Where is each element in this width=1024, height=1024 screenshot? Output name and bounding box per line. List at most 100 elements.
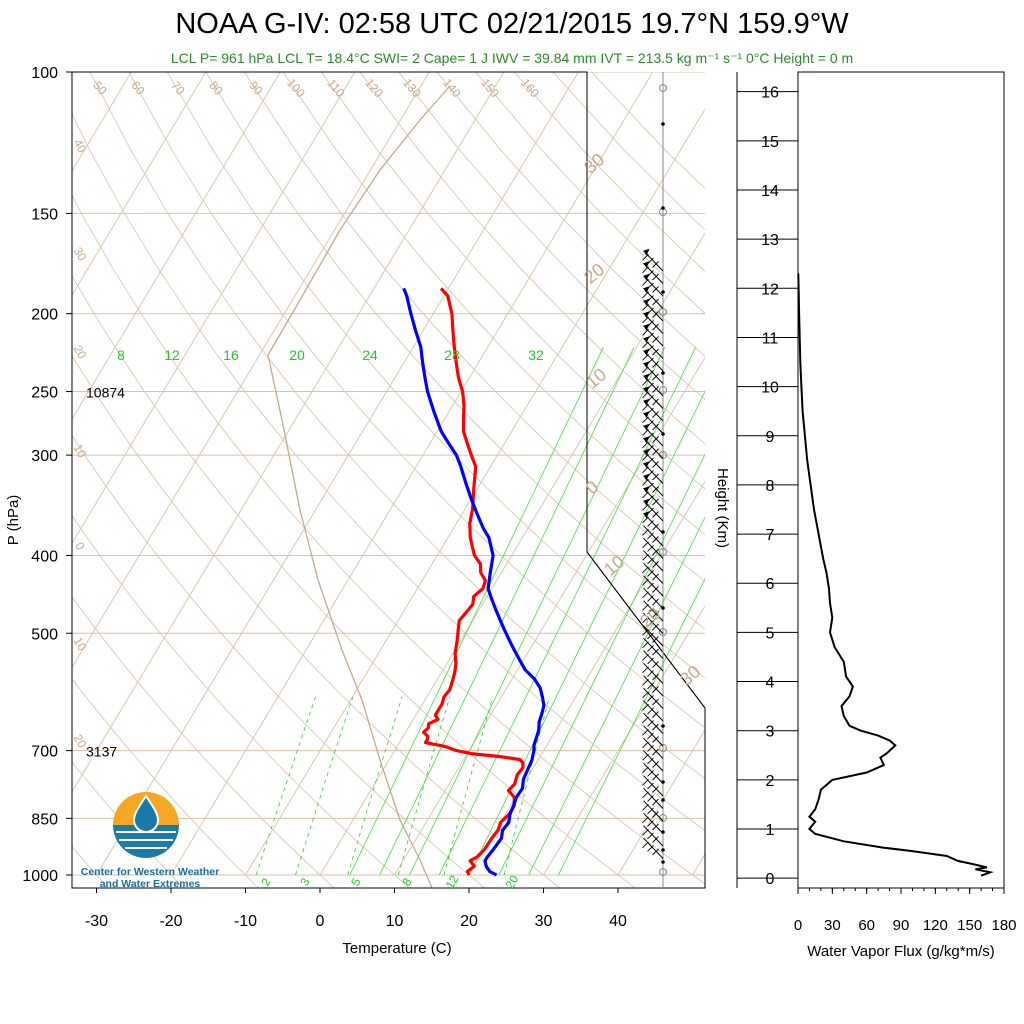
wind-barb-feather — [652, 698, 659, 706]
isotherm-label-right: 30 — [676, 661, 704, 689]
wind-barb-flag — [643, 373, 650, 381]
wind-barb-feather — [642, 353, 649, 361]
wind-barb — [642, 625, 664, 647]
wind-barb-feather — [652, 273, 659, 281]
adiabat-label-left: 10 — [71, 442, 90, 461]
wind-barb-feather — [642, 641, 649, 649]
wind-barb-feather — [652, 573, 659, 581]
wind-barb-feather — [642, 678, 649, 686]
wind-barb-feather — [652, 448, 659, 456]
moist-adiabat — [408, 346, 666, 876]
wind-barb-flag — [643, 286, 650, 294]
isotherm-line — [72, 72, 281, 421]
wind-barb-feather — [652, 723, 659, 731]
dry-adiabat — [475, 72, 705, 314]
wind-barb — [642, 248, 664, 272]
dry-adiabat — [72, 515, 410, 888]
isotherm-label-right: 0 — [582, 477, 603, 499]
flux-x-tick-label: 90 — [893, 917, 910, 934]
wind-barb — [642, 837, 664, 859]
wind-barb-feather — [642, 816, 649, 824]
wind-barb — [642, 411, 664, 434]
y-tick-label: 850 — [31, 811, 58, 828]
y-tick-label: 1000 — [22, 868, 58, 885]
wind-barb-feather — [642, 316, 649, 324]
wind-barb-feather — [652, 361, 659, 368]
staff-circle — [659, 386, 667, 394]
wind-barb — [642, 812, 664, 834]
wind-barb-shaft — [643, 812, 664, 834]
wind-barb-feather — [652, 348, 659, 356]
wind-barb — [642, 286, 664, 309]
wind-barb-shaft — [643, 562, 664, 584]
wind-barb — [642, 348, 664, 372]
x-tick-label: -20 — [159, 913, 182, 930]
wind-barb-flag — [643, 461, 650, 469]
wind-barb — [642, 587, 664, 609]
flux-x-tick-label: 120 — [923, 917, 948, 934]
wind-barb-shaft — [643, 775, 664, 797]
parcel-path — [267, 354, 433, 888]
wind-barb-feather — [647, 795, 654, 802]
wind-barb-feather — [647, 570, 654, 577]
wind-barb-flag — [643, 486, 650, 494]
wind-barb-feather — [642, 828, 649, 836]
wind-barb-feather — [642, 253, 649, 261]
staff-dot — [661, 798, 665, 802]
wind-barb — [642, 486, 664, 509]
wind-barb-feather — [647, 545, 654, 552]
wind-barb-feather — [642, 391, 649, 399]
flux-x-tick-label: 150 — [957, 917, 982, 934]
moist-adiabat — [528, 516, 705, 876]
isotherm-line — [543, 604, 705, 876]
adiabat-label-top: 60 — [128, 78, 148, 97]
wind-barb-shaft — [643, 612, 664, 634]
wind-barb-feather — [642, 666, 649, 674]
wind-barb — [642, 762, 664, 784]
isotherm-label-right: 10 — [582, 364, 610, 392]
wind-barb-feather — [652, 598, 659, 606]
wind-barb-flag — [643, 336, 650, 344]
staff-dot — [661, 860, 665, 864]
isotherm-line — [767, 72, 1024, 875]
wind-barb-feather — [642, 766, 649, 774]
logo-text-line1: Center for Western Weather — [80, 866, 220, 878]
flux-profile — [797, 273, 994, 877]
dewpoint-profile — [402, 287, 546, 877]
wind-barb-shaft — [643, 787, 664, 809]
wind-barb-shaft — [643, 725, 664, 747]
staff-dot — [661, 206, 665, 210]
wind-barb-feather — [647, 745, 654, 752]
mixing-ratio-line — [443, 696, 494, 876]
wind-barb-feather — [652, 811, 659, 818]
wind-barb-feather — [642, 716, 649, 724]
wind-barb-flag — [643, 436, 650, 444]
wind-barb-feather — [647, 520, 654, 527]
flux-y-tick-label: 5 — [766, 625, 775, 642]
wind-barb-flag — [643, 411, 650, 419]
wind-barb-flag — [643, 448, 650, 456]
wind-barb-feather — [652, 686, 659, 693]
wind-barb-feather — [647, 832, 654, 840]
dry-adiabat — [591, 72, 705, 189]
mixing-ratio-label: 28 — [444, 347, 460, 363]
adiabat-label-left: 40 — [71, 137, 90, 156]
flux-y-tick-label: 9 — [766, 429, 775, 446]
staff-circle — [659, 868, 667, 876]
wind-barb-feather — [652, 511, 659, 518]
wind-barb — [642, 525, 664, 547]
flux-frame — [797, 71, 1005, 889]
mixing-ratio-bottom-label: 5 — [348, 875, 364, 888]
adiabat-label-top: 50 — [90, 78, 110, 97]
wind-barb-feather — [652, 323, 659, 331]
dry-adiabat — [398, 72, 705, 401]
isotherm-line — [245, 108, 705, 876]
wind-barb-flag — [643, 311, 650, 319]
isotherm-line — [319, 232, 705, 876]
wind-barb-feather — [652, 386, 659, 393]
wind-barb-feather — [652, 798, 659, 806]
isotherm-line — [72, 72, 430, 669]
isotherm-line — [72, 72, 505, 793]
wind-barb-feather — [647, 782, 654, 790]
